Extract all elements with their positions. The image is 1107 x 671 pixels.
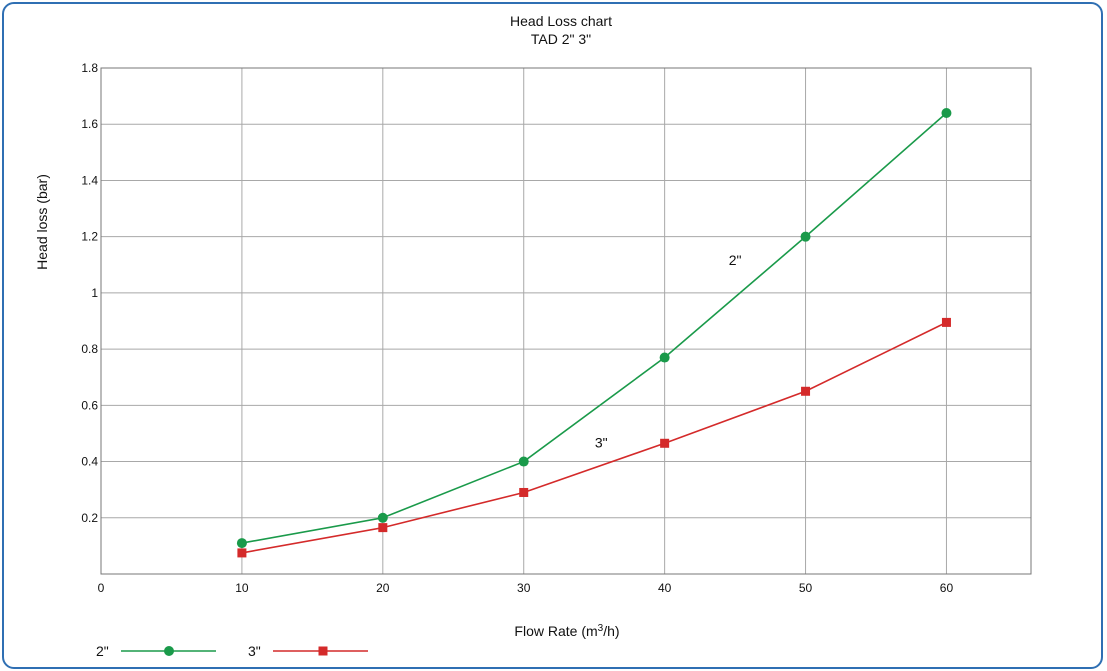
series-3in-point: [941, 317, 951, 327]
x-axis-title-sup: 3: [598, 623, 604, 634]
series-2in-point: [659, 352, 670, 363]
series-3in-point: [660, 438, 670, 448]
x-tick-label: 0: [98, 581, 105, 595]
x-tick-label: 40: [658, 581, 672, 595]
grid-layer: [101, 68, 1031, 574]
legend-2in-label: 2": [96, 643, 109, 659]
chart-title: Head Loss chart: [510, 13, 612, 29]
series-2in-point: [377, 512, 388, 523]
series-2in-point: [236, 538, 247, 549]
x-tick-label: 60: [940, 581, 954, 595]
y-tick-labels: 0.2 0.4 0.6 0.8 1 1.2 1.4 1.6 1.8: [81, 61, 98, 525]
series-2in-line: [241, 112, 947, 544]
legend-3in-label: 3": [248, 643, 261, 659]
x-axis-title-tail: /h): [603, 623, 619, 639]
inline-labels: 2" 3": [595, 252, 742, 451]
y-tick-label: 1: [91, 286, 98, 300]
y-tick-label: 0.6: [81, 398, 98, 412]
y-tick-label: 0.4: [81, 455, 98, 469]
series-3in-point: [378, 523, 388, 533]
x-tick-label: 30: [517, 581, 531, 595]
plot-border: [100, 67, 1032, 575]
series-3in-inline-label: 3": [595, 435, 608, 451]
series-3in-line: [241, 321, 947, 554]
y-axis-title: Head loss (bar): [34, 174, 50, 270]
series-layer: [236, 107, 952, 558]
series-3in-point: [237, 548, 247, 558]
x-tick-label: 20: [376, 581, 390, 595]
series-2in-point: [941, 107, 952, 118]
y-tick-label: 0.2: [81, 511, 98, 525]
y-tick-label: 1.2: [81, 230, 98, 244]
series-2in-point: [800, 231, 811, 242]
series-2in-point: [518, 456, 529, 467]
series-3in-point: [801, 386, 811, 396]
legend-2in-marker: [164, 646, 174, 656]
head-loss-chart: Head Loss chart TAD 2" 3" 0 10 20 30 40 50 60 …: [34, 13, 1032, 659]
chart-subtitle: TAD 2" 3": [531, 31, 591, 47]
y-tick-label: 1.4: [81, 173, 98, 187]
x-tick-label: 10: [235, 581, 249, 595]
legend: 2" 3": [96, 643, 368, 659]
x-axis-title-main: Flow Rate (m: [514, 623, 597, 639]
x-tick-labels: 0 10 20 30 40 50 60: [98, 581, 954, 595]
y-tick-label: 1.8: [81, 61, 98, 75]
x-axis-title: Flow Rate (m3/h): [514, 623, 619, 639]
y-tick-label: 1.6: [81, 117, 98, 131]
legend-3in-marker: [318, 646, 328, 656]
series-3in-point: [519, 487, 529, 497]
series-2in-inline-label: 2": [729, 252, 742, 268]
y-tick-label: 0.8: [81, 342, 98, 356]
x-tick-label: 50: [799, 581, 813, 595]
